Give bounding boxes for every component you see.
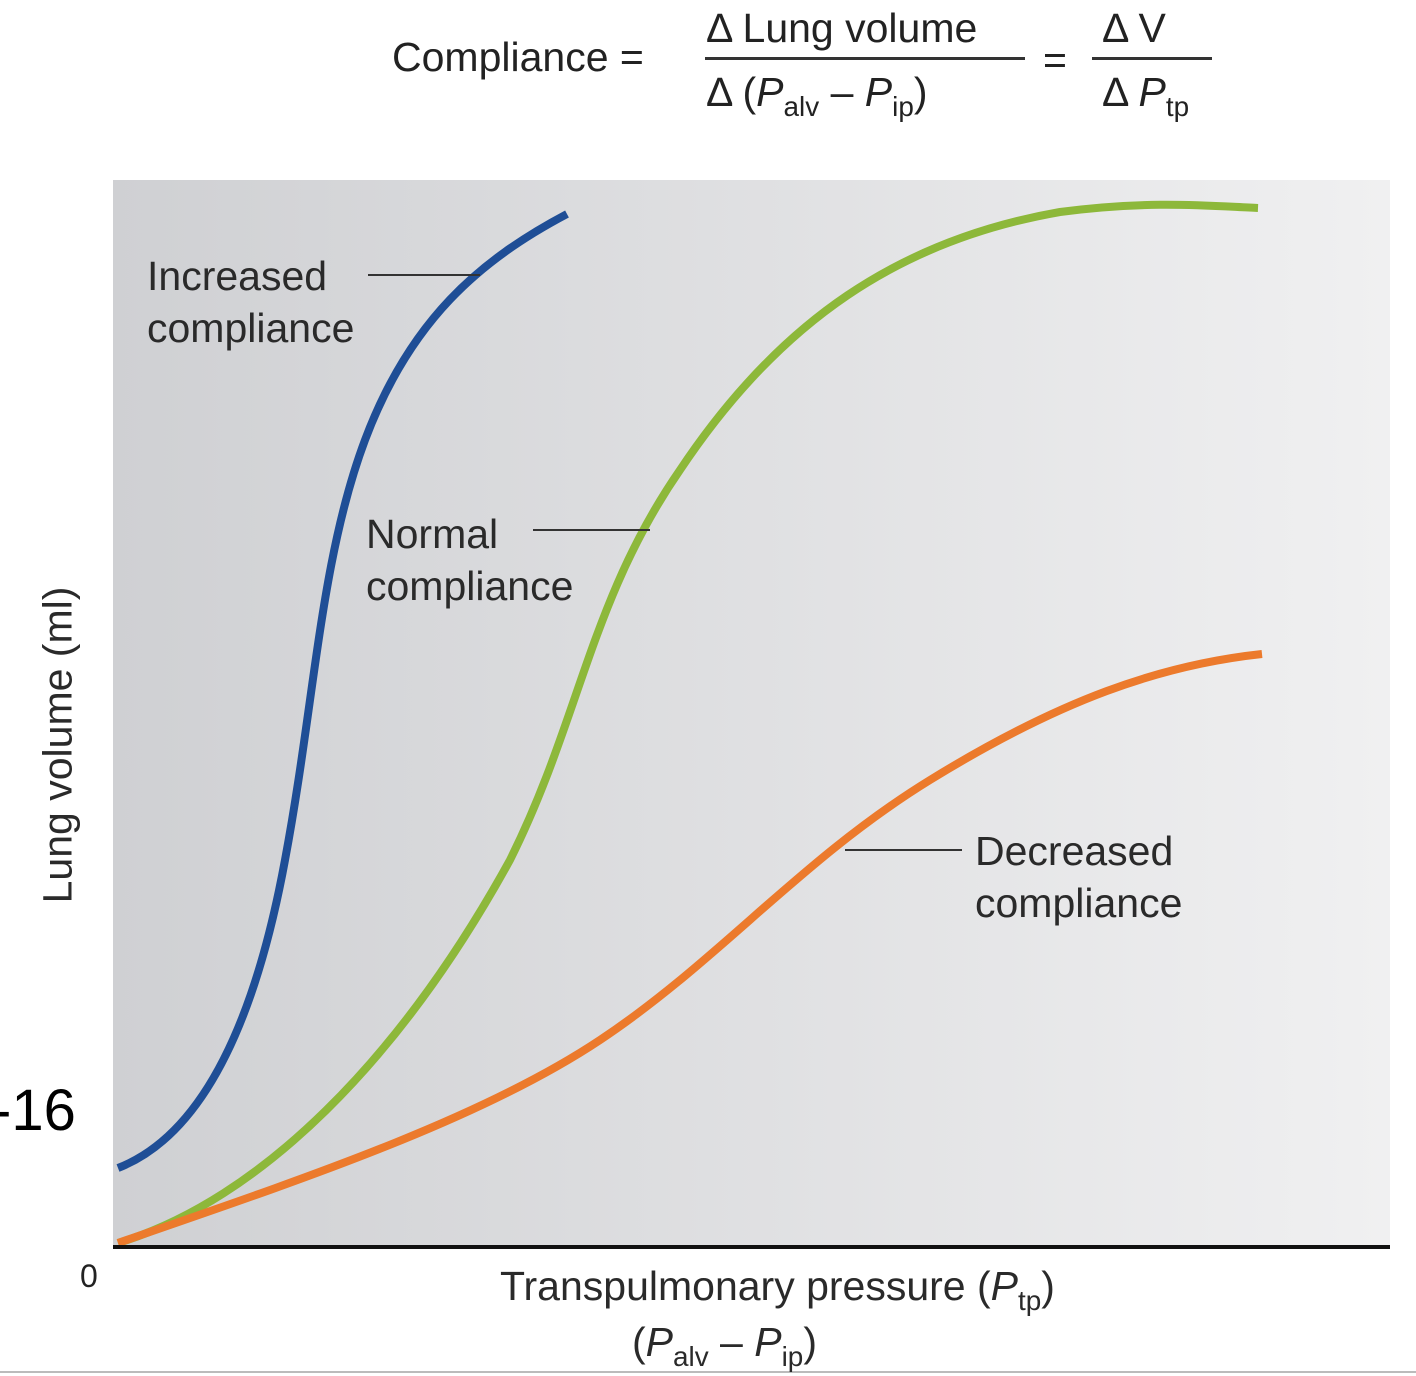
xlabel2-sub1: alv [673,1340,709,1372]
xlabel-main: Transpulmonary pressure ( [500,1263,991,1309]
den2-sub: tp [1165,90,1190,122]
den-sub2: ip [892,90,914,122]
formula-numerator-1: Δ Lung volume [706,5,978,51]
xlabel-p: P [990,1263,1019,1309]
decreased-leader-line [845,849,962,851]
fraction-bar-2 [1092,57,1212,60]
den-suffix: ) [913,69,928,115]
formula-denominator-1: Δ (Palv – Pip) [706,72,927,121]
den-minus: – [819,69,865,115]
normal-compliance-curve [116,200,1259,1247]
fraction-bar-1 [705,57,1025,60]
xlabel2-p2: P [754,1319,782,1365]
formula-lhs: Compliance = [392,34,644,80]
xlabel-sub: tp [1018,1284,1042,1316]
increased-compliance-curve [116,210,569,1172]
y-axis-label: Lung volume (ml) [34,586,81,904]
origin-label: 0 [80,1258,98,1294]
increased-label-line2: compliance [147,305,355,351]
x-axis-label-2: (Palv – Pip) [632,1322,817,1371]
xlabel2-open: ( [632,1319,646,1365]
den-p2: P [864,69,893,115]
decreased-label-line2: compliance [975,880,1183,926]
den-sub1: alv [783,90,820,122]
xlabel2-p1: P [645,1319,674,1365]
normal-leader-line [533,529,650,531]
decreased-label-line1: Decreased [975,828,1174,874]
decreased-compliance-curve [116,650,1263,1247]
formula-equals: = [1043,37,1067,83]
xlabel2-minus: – [708,1319,755,1365]
formula-denominator-2: Δ Ptp [1102,72,1189,121]
increased-leader-line [368,274,480,276]
xlabel2-close: ) [803,1319,817,1365]
den2-p: P [1138,69,1166,115]
x-axis-label: Transpulmonary pressure (Ptp) [500,1266,1055,1315]
normal-label-line2: compliance [366,563,574,609]
side-figure-number: -16 [0,1078,76,1143]
den-prefix: Δ ( [706,69,757,115]
xlabel2-sub2: ip [781,1340,804,1372]
xlabel-close: ) [1041,1263,1055,1309]
den-p1: P [756,69,784,115]
den2-prefix: Δ [1102,69,1139,115]
increased-label-line1: Increased [147,253,328,299]
plot-background [113,180,1390,1247]
formula-numerator-2: Δ V [1102,5,1166,51]
normal-label-line1: Normal [366,511,499,557]
